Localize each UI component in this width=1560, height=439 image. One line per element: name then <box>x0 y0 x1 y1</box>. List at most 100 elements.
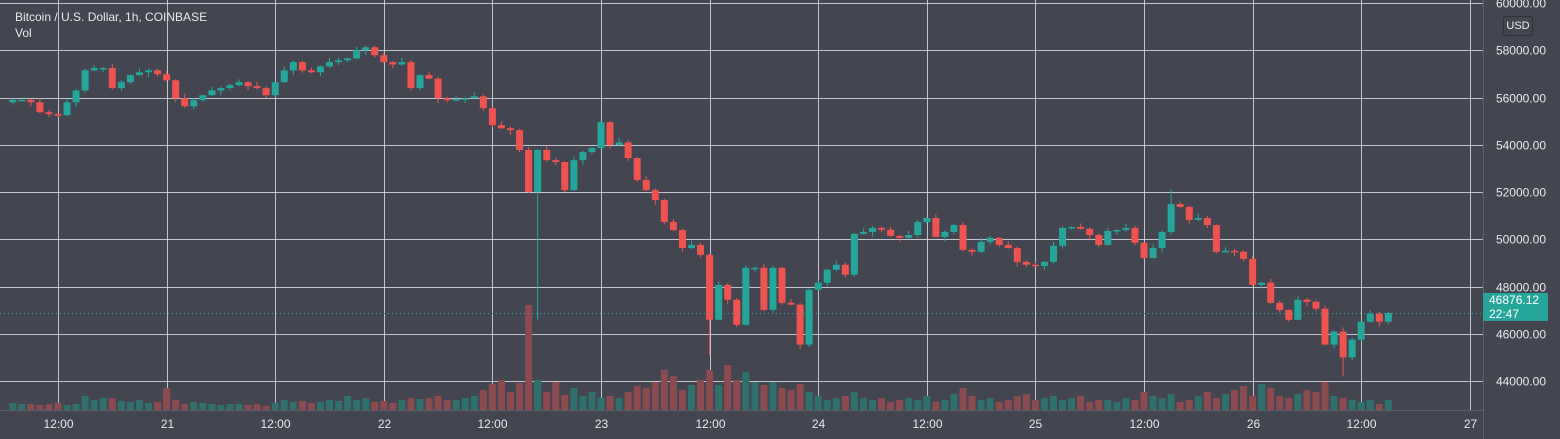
time-tick-label: 12:00 <box>477 417 507 431</box>
volume-bar <box>896 400 904 410</box>
candle-down <box>108 68 116 89</box>
volume-bar <box>778 388 786 410</box>
volume-bar <box>1231 390 1238 410</box>
candles <box>9 45 1392 377</box>
candle-down <box>244 82 252 87</box>
volume-bar <box>1240 386 1248 410</box>
volume-bar <box>90 400 98 410</box>
candle-up <box>805 289 813 345</box>
volume-bar <box>624 392 632 410</box>
candle-up <box>353 50 361 59</box>
time-tick-label: 24 <box>812 417 826 431</box>
time-tick-label: 22 <box>378 417 392 431</box>
volume-bar <box>516 383 524 410</box>
last-price-value: 46876.12 <box>1489 293 1540 307</box>
volume-indicator-label[interactable]: Vol <box>15 26 32 40</box>
price-tick-label: 52000.00 <box>1496 186 1546 200</box>
candle-up <box>452 99 460 101</box>
price-tick-label: 50000.00 <box>1496 233 1546 247</box>
time-axis[interactable]: 12:00 21 12:00 22 12:00 23 12:00 24 12:00 25 12:00… <box>43 417 1477 431</box>
volume-bar <box>63 405 71 410</box>
volume-bar <box>751 382 759 410</box>
volume-bar <box>588 392 596 410</box>
volume-bar <box>1131 400 1139 410</box>
candle-down <box>624 142 632 159</box>
bar-countdown: 22:47 <box>1489 307 1520 321</box>
volume-bar <box>1249 396 1257 410</box>
candle-down <box>1321 308 1329 345</box>
candle-down <box>1231 250 1238 253</box>
volume-bar <box>525 305 533 410</box>
candle-down <box>1212 225 1220 252</box>
price-tick-label: 60000.00 <box>1496 0 1546 11</box>
candle-down <box>968 249 976 252</box>
volume-bar <box>923 396 931 410</box>
volume-bar <box>1086 402 1094 410</box>
candle-up <box>1122 227 1130 231</box>
volume-bar <box>425 398 433 410</box>
volume-bar <box>1330 396 1338 410</box>
candle-up <box>1040 261 1048 266</box>
candle-down <box>642 179 650 191</box>
price-axis[interactable]: 60000.00 58000.00 56000.00 54000.00 52000.00… <box>1496 0 1546 389</box>
volume-bar <box>823 400 831 410</box>
volume-bar <box>1050 396 1057 410</box>
volume-bar <box>443 400 451 410</box>
candle-up <box>923 218 931 223</box>
volume-bar <box>181 404 189 410</box>
candle-down <box>371 47 379 56</box>
volume-bar <box>135 400 143 410</box>
candle-up <box>1059 227 1067 246</box>
volume-bar <box>126 402 134 410</box>
volume-bar <box>1167 394 1175 410</box>
volume-bar <box>18 404 26 410</box>
candle-up <box>1348 339 1356 358</box>
volume-bar <box>859 398 867 410</box>
candle-up <box>18 99 26 102</box>
candle-up <box>199 95 207 101</box>
candle-down <box>516 130 524 150</box>
volume-bar <box>235 404 243 410</box>
volume-bar <box>1113 402 1121 410</box>
volume-bar <box>72 404 80 410</box>
candle-up <box>751 267 759 270</box>
candle-down <box>1276 302 1284 310</box>
volume-bar <box>154 402 162 410</box>
volume-bar <box>307 403 315 410</box>
candle-up <box>1357 321 1365 340</box>
currency-badge[interactable]: USD <box>1503 16 1533 36</box>
candle-up <box>579 152 587 161</box>
volume-bar <box>579 396 587 410</box>
volume-bar <box>688 385 695 410</box>
candle-up <box>90 68 98 71</box>
time-tick-label: 12:00 <box>1346 417 1376 431</box>
volume-bar <box>941 400 949 410</box>
volume-bar <box>407 398 415 410</box>
volume-bar <box>1212 398 1220 410</box>
volume-bars <box>9 305 1392 410</box>
candle-up <box>688 244 695 248</box>
candle-down <box>724 284 732 300</box>
candle-down <box>896 235 904 238</box>
volume-bar <box>977 400 985 410</box>
volume-bar <box>1095 400 1103 410</box>
candle-down <box>887 229 895 236</box>
volume-bar <box>253 404 261 410</box>
candle-down <box>380 55 388 63</box>
candle-down <box>678 230 686 248</box>
volume-bar <box>1285 398 1293 410</box>
candle-up <box>742 267 750 325</box>
candle-down <box>479 96 487 109</box>
volume-bar <box>1366 400 1374 410</box>
candle-up <box>986 237 994 242</box>
candle-up <box>769 267 777 310</box>
candle-up <box>344 58 352 61</box>
candle-up <box>1113 230 1121 232</box>
candle-down <box>36 102 44 113</box>
volume-bar <box>706 370 714 410</box>
volume-bar <box>199 403 207 410</box>
candle-up <box>461 98 469 100</box>
volume-bar <box>208 404 216 410</box>
volume-bar <box>452 400 460 410</box>
